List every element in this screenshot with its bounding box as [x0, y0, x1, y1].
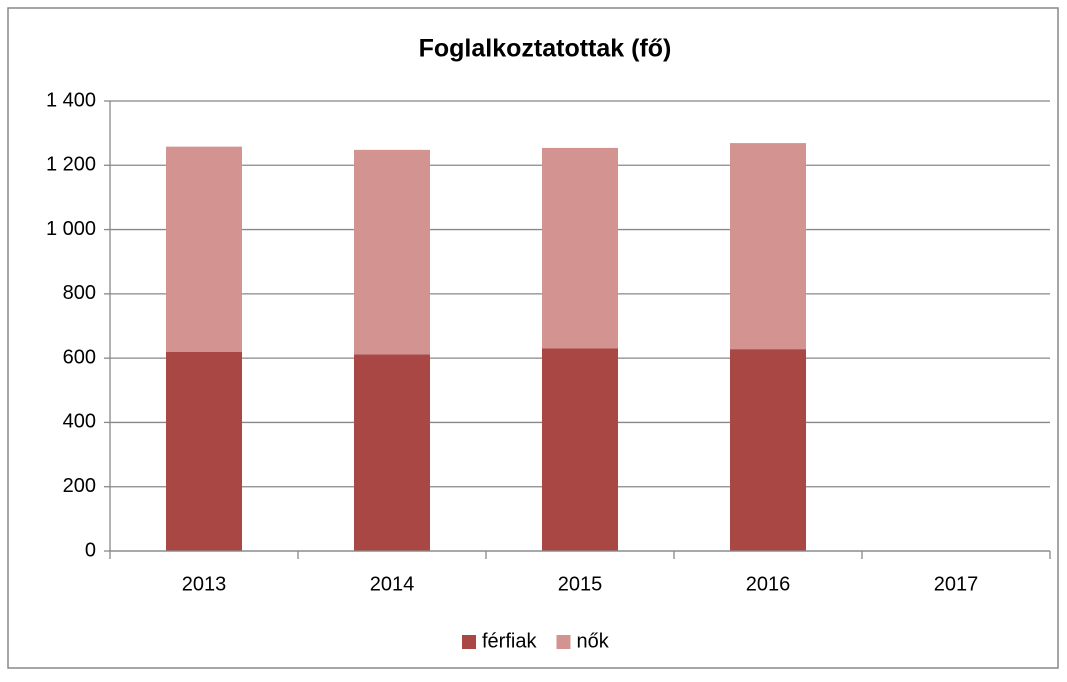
bar [730, 143, 806, 350]
y-tick-label: 800 [63, 282, 96, 304]
x-tick-label: 2017 [934, 573, 979, 595]
y-tick-label: 200 [63, 475, 96, 497]
y-tick-label: 1 400 [46, 89, 96, 111]
bar [542, 348, 618, 551]
legend-label: nők [576, 630, 609, 652]
y-tick-label: 400 [63, 411, 96, 433]
bar [166, 351, 242, 551]
chart-title: Foglalkoztatottak (fő) [419, 35, 672, 63]
y-tick-label: 0 [85, 539, 96, 561]
bar [354, 354, 430, 551]
y-tick-label: 1 000 [46, 218, 96, 240]
bar [166, 146, 242, 352]
x-tick-label: 2015 [558, 573, 603, 595]
bar [542, 147, 618, 349]
chart-frame [7, 7, 1059, 669]
x-tick-label: 2014 [370, 573, 415, 595]
legend-swatch [556, 635, 571, 649]
x-tick-label: 2013 [182, 573, 227, 595]
x-tick-label: 2016 [746, 573, 791, 595]
legend-swatch [462, 635, 476, 649]
bar [354, 149, 430, 355]
y-tick-label: 600 [63, 346, 96, 368]
legend-label: férfiak [482, 630, 537, 652]
bar [730, 349, 806, 551]
y-tick-label: 1 200 [46, 154, 96, 176]
